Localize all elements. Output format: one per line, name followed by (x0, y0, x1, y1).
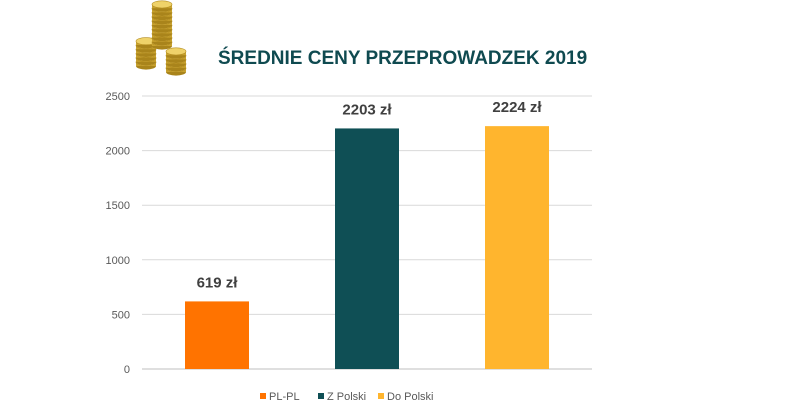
legend-swatch (318, 393, 324, 399)
y-tick-label: 2500 (106, 91, 130, 103)
legend-entry[interactable]: Z Polski (327, 391, 366, 403)
bar-data-label: 2224 zł (492, 99, 542, 116)
legend-swatch (260, 393, 266, 399)
coin-stack-icon (135, 0, 187, 76)
legend-entry[interactable]: PL-PL (269, 391, 300, 403)
legend[interactable]: PL-PL Z Polski Do Polski (260, 391, 433, 403)
y-axis-ticks: 0 500 1000 1500 2000 2500 (106, 91, 130, 376)
bars (185, 126, 549, 370)
y-tick-label: 2000 (106, 146, 130, 158)
coin-stack (151, 0, 173, 50)
chart-title: ŚREDNIE CENY PRZEPROWADZEK 2019 (218, 47, 587, 69)
legend-entry[interactable]: Do Polski (387, 391, 433, 403)
bar-do-polski (485, 126, 549, 370)
legend-swatch (378, 393, 384, 399)
bar-pl-pl (185, 301, 249, 369)
bar-data-label: 619 zł (197, 274, 239, 291)
y-tick-label: 1000 (106, 255, 130, 267)
coin-stack (165, 47, 187, 76)
bar-data-label: 2203 zł (342, 101, 392, 118)
coin-stack (135, 37, 157, 70)
y-tick-label: 500 (112, 309, 130, 321)
y-tick-label: 0 (124, 364, 130, 376)
data-labels: 619 zł 2203 zł 2224 zł (197, 99, 543, 291)
bar-z-polski (335, 128, 399, 369)
y-tick-label: 1500 (106, 200, 130, 212)
